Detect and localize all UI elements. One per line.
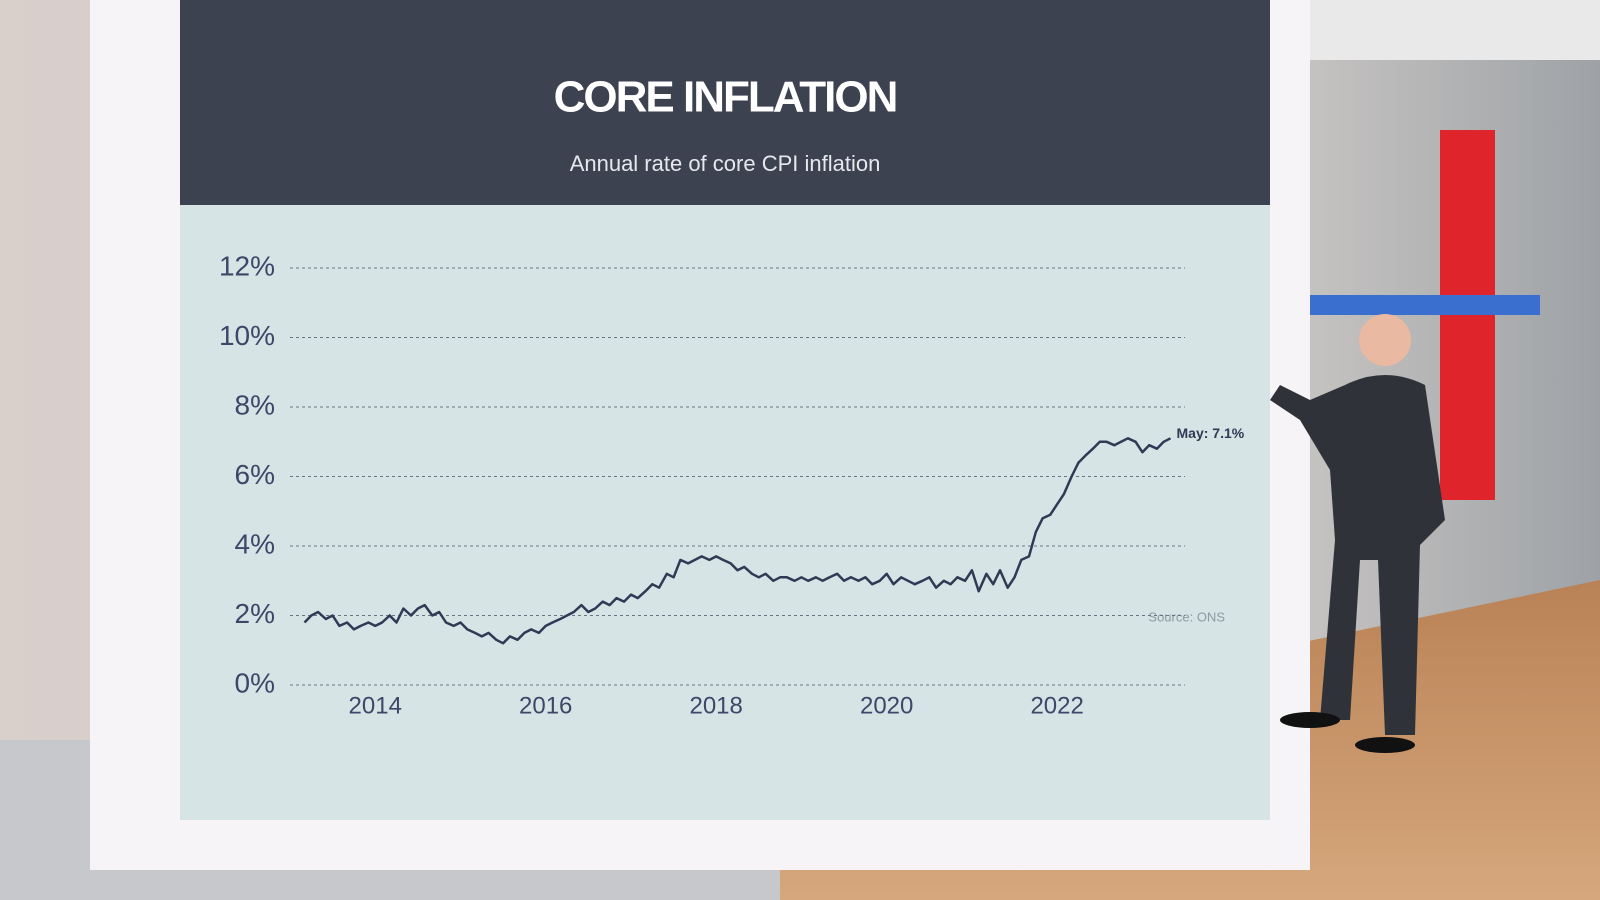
y-tick-label: 8%: [235, 389, 275, 420]
blue-light: [1300, 295, 1540, 315]
chart-title: CORE INFLATION: [554, 73, 897, 122]
y-tick-label: 6%: [235, 459, 275, 490]
x-tick-label: 2014: [349, 692, 402, 719]
x-tick-label: 2020: [860, 692, 913, 719]
y-tick-label: 12%: [219, 250, 275, 281]
source-note: Source: ONS: [1148, 609, 1225, 624]
presenter: [1270, 314, 1445, 753]
line: [303, 437, 1172, 645]
x-tick-label: 2016: [519, 692, 572, 719]
plot: 0% 2% 4% 6% 8% 10% 12% 2014 2016 2018 2020 2022 May:…: [219, 250, 1245, 719]
chart-subtitle: Annual rate of core CPI inflation: [570, 151, 881, 176]
y-tick-label: 4%: [235, 528, 275, 559]
header: [180, 0, 1270, 205]
y-tick-label: 10%: [219, 320, 275, 351]
y-tick-label: 2%: [235, 598, 275, 629]
x-tick-label: 2018: [689, 692, 742, 719]
x-tick-label: 2022: [1030, 692, 1083, 719]
ceiling: [1300, 0, 1600, 60]
end-label: May: 7.1%: [1177, 425, 1245, 441]
y-tick-label: 0%: [235, 667, 275, 698]
